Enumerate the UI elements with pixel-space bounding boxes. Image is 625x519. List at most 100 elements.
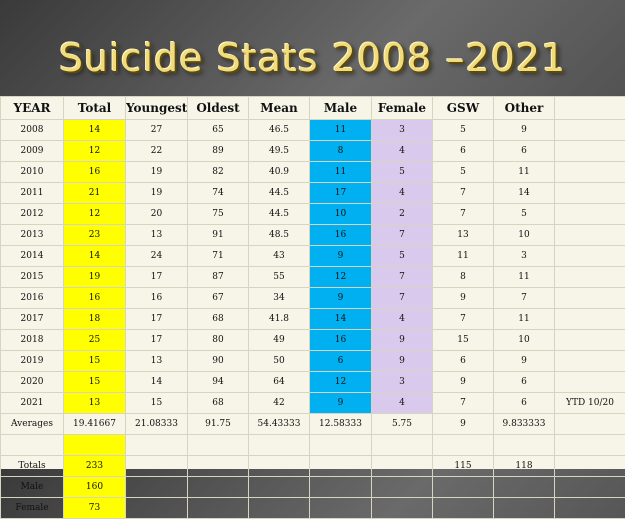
cell-mean (249, 477, 310, 498)
cell-gsw: 6 (433, 141, 494, 162)
cell-mean: 44.5 (249, 183, 310, 204)
cell-mean: 54.43333 (249, 414, 310, 435)
cell-youngest: 13 (126, 225, 188, 246)
cell-female: 5.75 (372, 414, 433, 435)
cell-gsw: 7 (433, 183, 494, 204)
cell-notes (555, 267, 625, 288)
cell-year: 2012 (1, 204, 64, 225)
cell-oldest: 87 (188, 267, 249, 288)
cell-notes (555, 120, 625, 141)
cell-mean: 55 (249, 267, 310, 288)
cell-mean (249, 435, 310, 456)
cell-other: 11 (494, 309, 555, 330)
cell-gsw: 15 (433, 330, 494, 351)
cell-oldest: 80 (188, 330, 249, 351)
cell-year (1, 435, 64, 456)
cell-total (64, 435, 126, 456)
cell-gsw: 5 (433, 120, 494, 141)
cell-male: 6 (310, 351, 372, 372)
cell-year: 2009 (1, 141, 64, 162)
cell-oldest: 94 (188, 372, 249, 393)
cell-female: 9 (372, 330, 433, 351)
column-header-mean: Mean (249, 97, 310, 120)
cell-notes (555, 204, 625, 225)
cell-male: 9 (310, 393, 372, 414)
cell-male: 12 (310, 267, 372, 288)
cell-year: 2017 (1, 309, 64, 330)
cell-total: 25 (64, 330, 126, 351)
cell-male (310, 456, 372, 477)
cell-notes (555, 225, 625, 246)
cell-other: 118 (494, 456, 555, 477)
column-header-female: Female (372, 97, 433, 120)
cell-female: 3 (372, 120, 433, 141)
cell-mean: 64 (249, 372, 310, 393)
cell-gsw (433, 477, 494, 498)
cell-female (372, 477, 433, 498)
cell-other: 10 (494, 330, 555, 351)
cell-youngest: 17 (126, 267, 188, 288)
cell-gsw: 7 (433, 393, 494, 414)
cell-total: 12 (64, 141, 126, 162)
cell-notes (555, 141, 625, 162)
cell-year: 2016 (1, 288, 64, 309)
cell-male: 11 (310, 120, 372, 141)
cell-other: 6 (494, 141, 555, 162)
cell-gsw: 8 (433, 267, 494, 288)
cell-oldest (188, 498, 249, 519)
column-header-male: Male (310, 97, 372, 120)
cell-mean (249, 456, 310, 477)
cell-mean: 40.9 (249, 162, 310, 183)
cell-female: 4 (372, 183, 433, 204)
cell-gsw: 7 (433, 309, 494, 330)
cell-youngest: 27 (126, 120, 188, 141)
cell-oldest: 91.75 (188, 414, 249, 435)
cell-gsw: 9 (433, 414, 494, 435)
cell-youngest (126, 498, 188, 519)
cell-oldest (188, 456, 249, 477)
column-header-other: Other (494, 97, 555, 120)
cell-male: 8 (310, 141, 372, 162)
cell-male: 9 (310, 246, 372, 267)
cell-other: 7 (494, 288, 555, 309)
cell-total: 19.41667 (64, 414, 126, 435)
cell-female: 9 (372, 351, 433, 372)
cell-oldest: 67 (188, 288, 249, 309)
cell-female: 4 (372, 309, 433, 330)
cell-male: 12.58333 (310, 414, 372, 435)
cell-female: 7 (372, 267, 433, 288)
cell-mean: 46.5 (249, 120, 310, 141)
cell-total: 160 (64, 477, 126, 498)
cell-mean: 48.5 (249, 225, 310, 246)
cell-total: 21 (64, 183, 126, 204)
cell-notes (555, 498, 625, 519)
cell-other (494, 498, 555, 519)
cell-youngest (126, 435, 188, 456)
cell-youngest: 13 (126, 351, 188, 372)
cell-mean: 42 (249, 393, 310, 414)
cell-youngest: 14 (126, 372, 188, 393)
cell-other: 9.833333 (494, 414, 555, 435)
cell-mean: 34 (249, 288, 310, 309)
cell-year: 2010 (1, 162, 64, 183)
cell-total: 73 (64, 498, 126, 519)
cell-year: 2013 (1, 225, 64, 246)
cell-oldest (188, 477, 249, 498)
cell-total: 233 (64, 456, 126, 477)
cell-other (494, 435, 555, 456)
cell-gsw: 11 (433, 246, 494, 267)
